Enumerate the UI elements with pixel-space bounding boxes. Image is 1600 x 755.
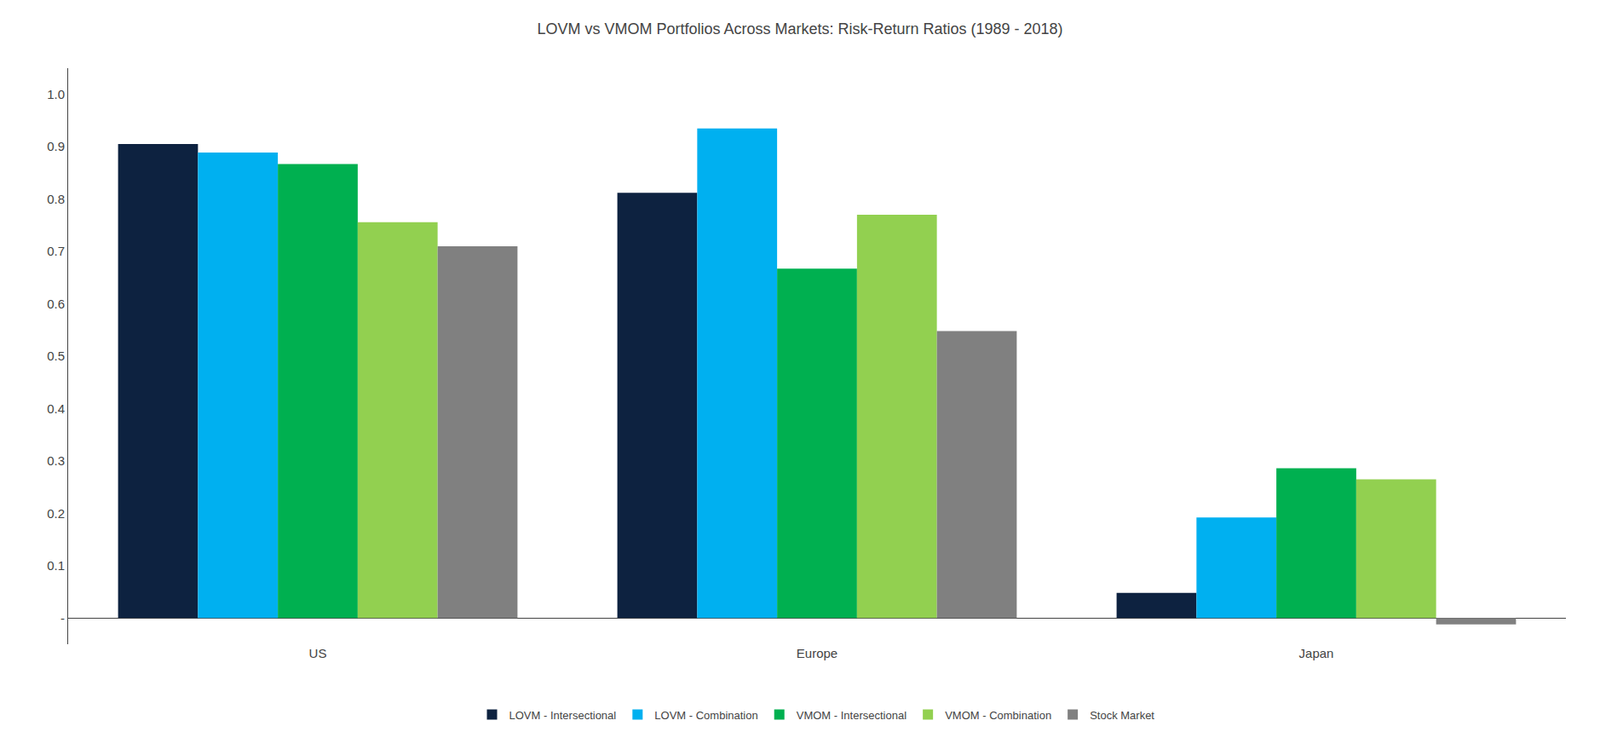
- svg-text:0.3: 0.3: [46, 453, 65, 468]
- svg-text:Europe: Europe: [796, 645, 838, 661]
- svg-text:VMOM - Combination: VMOM - Combination: [944, 708, 1052, 722]
- svg-text:0.8: 0.8: [46, 191, 65, 207]
- svg-text:Stock Market: Stock Market: [1089, 708, 1155, 722]
- svg-text:VMOM - Intersectional: VMOM - Intersectional: [796, 708, 907, 722]
- svg-text:0.6: 0.6: [46, 296, 65, 311]
- svg-text:0.9: 0.9: [46, 138, 65, 154]
- svg-text:US: US: [309, 645, 328, 661]
- svg-text:-: -: [60, 610, 65, 626]
- svg-text:LOVM - Combination: LOVM - Combination: [654, 708, 758, 722]
- svg-text:0.4: 0.4: [46, 401, 65, 416]
- svg-text:LOVM vs VMOM Portfolios Across: LOVM vs VMOM Portfolios Across Markets: …: [536, 20, 1063, 38]
- svg-text:0.7: 0.7: [46, 243, 65, 259]
- svg-text:0.1: 0.1: [46, 558, 65, 573]
- svg-text:0.5: 0.5: [46, 348, 65, 363]
- svg-text:0.2: 0.2: [46, 506, 65, 521]
- svg-text:1.0: 1.0: [46, 86, 65, 102]
- svg-text:Japan: Japan: [1299, 645, 1335, 661]
- svg-text:LOVM - Intersectional: LOVM - Intersectional: [509, 708, 617, 722]
